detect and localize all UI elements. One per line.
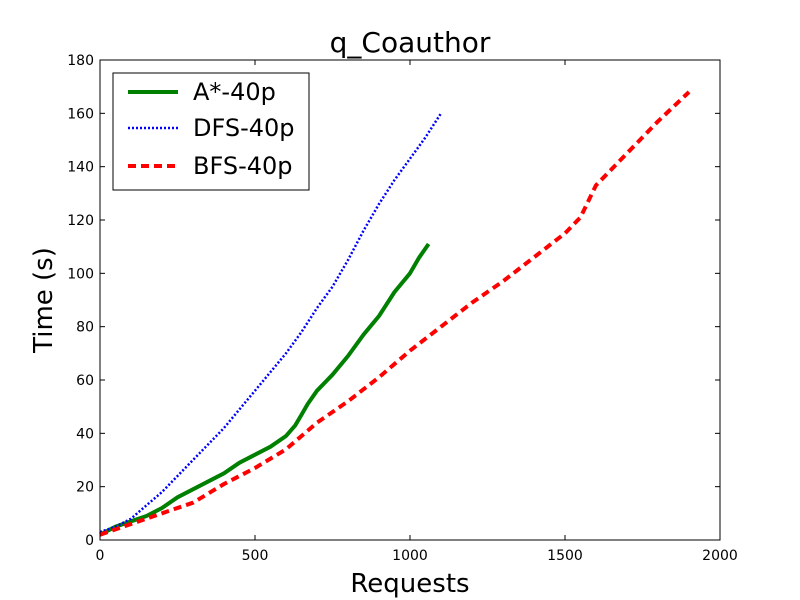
legend: A*-40p DFS-40p BFS-40p [112, 72, 310, 191]
legend-label-astar: A*-40p [193, 78, 276, 106]
series-line-dfs-40p [99, 112, 443, 534]
series-line-a-40p [99, 242, 431, 537]
y-tick-label: 180 [67, 53, 94, 69]
legend-label-bfs: BFS-40p [193, 152, 293, 180]
y-tick-label: 60 [76, 373, 94, 389]
y-tick-label: 160 [67, 106, 94, 122]
ticks-layer: 0 500 1000 1500 2000 0 20 40 60 80 100 120 140 160 180 [67, 53, 738, 564]
y-tick-label: 40 [76, 426, 94, 442]
y-tick-label: 120 [67, 213, 94, 229]
x-tick-label: 2000 [702, 548, 738, 564]
x-tick-label: 500 [242, 548, 269, 564]
x-tick-label: 0 [96, 548, 105, 564]
y-tick-label: 20 [76, 480, 94, 496]
x-tick-label: 1000 [392, 548, 428, 564]
y-axis-label: Time (s) [29, 247, 59, 354]
plot-frame [99, 59, 721, 541]
x-tick-label: 1500 [547, 548, 583, 564]
x-axis-label: Requests [350, 569, 469, 599]
y-tick-label: 100 [67, 266, 94, 282]
y-tick-label: 140 [67, 160, 94, 176]
legend-label-dfs: DFS-40p [193, 114, 295, 142]
chart-title: q_Coauthor [330, 26, 491, 59]
y-tick-label: 0 [85, 533, 94, 549]
series-layer [99, 90, 691, 537]
series-line-bfs-40p [99, 90, 691, 537]
y-tick-label: 80 [76, 320, 94, 336]
